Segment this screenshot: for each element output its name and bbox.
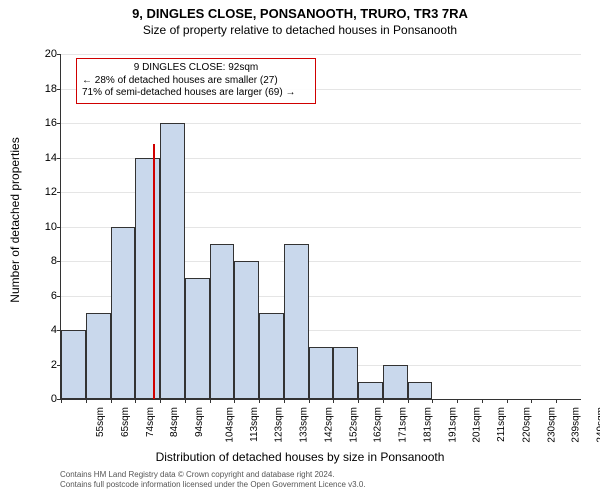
x-tick-mark: [135, 399, 136, 403]
x-tick-mark: [556, 399, 557, 403]
histogram-bar: [111, 227, 136, 400]
x-tick-mark: [432, 399, 433, 403]
y-tick-label: 14: [33, 152, 57, 164]
footer-attribution: Contains HM Land Registry data © Crown c…: [60, 470, 366, 489]
histogram-bar: [234, 261, 259, 399]
footer-line-2: Contains full postcode information licen…: [60, 480, 366, 490]
annotation-line-smaller: ← 28% of detached houses are smaller (27…: [82, 75, 310, 88]
x-tick-label: 211sqm: [496, 407, 507, 442]
x-tick-mark: [210, 399, 211, 403]
x-tick-label: 94sqm: [194, 407, 205, 437]
x-tick-label: 249sqm: [596, 407, 600, 443]
histogram-bar: [358, 382, 383, 399]
histogram-bar: [160, 123, 185, 399]
x-tick-mark: [259, 399, 260, 403]
x-tick-label: 123sqm: [274, 407, 285, 443]
chart-title-main: 9, DINGLES CLOSE, PONSANOOTH, TRURO, TR3…: [0, 0, 600, 21]
annotation-line-larger: 71% of semi-detached houses are larger (…: [82, 87, 310, 100]
y-tick-mark: [57, 227, 61, 228]
footer-line-1: Contains HM Land Registry data © Crown c…: [60, 470, 366, 480]
x-axis-label: Distribution of detached houses by size …: [0, 450, 600, 464]
histogram-bar: [333, 347, 358, 399]
x-tick-mark: [284, 399, 285, 403]
x-tick-mark: [383, 399, 384, 403]
y-tick-label: 0: [33, 393, 57, 405]
x-tick-label: 220sqm: [522, 407, 533, 443]
x-tick-mark: [482, 399, 483, 403]
x-tick-label: 239sqm: [571, 407, 582, 443]
x-tick-label: 181sqm: [422, 407, 433, 443]
chart-title-sub: Size of property relative to detached ho…: [0, 21, 600, 37]
x-tick-label: 152sqm: [348, 407, 359, 443]
x-tick-mark: [358, 399, 359, 403]
y-tick-label: 12: [33, 186, 57, 198]
chart-container: 9, DINGLES CLOSE, PONSANOOTH, TRURO, TR3…: [0, 0, 600, 500]
y-tick-mark: [57, 192, 61, 193]
annotation-box: 9 DINGLES CLOSE: 92sqm← 28% of detached …: [76, 58, 316, 104]
gridline: [61, 123, 581, 124]
y-tick-label: 8: [33, 255, 57, 267]
x-tick-mark: [234, 399, 235, 403]
x-tick-label: 74sqm: [145, 407, 156, 437]
y-tick-label: 16: [33, 117, 57, 129]
histogram-bar: [185, 278, 210, 399]
x-tick-mark: [333, 399, 334, 403]
histogram-bar: [408, 382, 433, 399]
histogram-bar: [210, 244, 235, 399]
y-tick-label: 6: [33, 290, 57, 302]
histogram-bar: [135, 158, 160, 400]
y-tick-mark: [57, 89, 61, 90]
y-tick-label: 2: [33, 359, 57, 371]
y-tick-mark: [57, 123, 61, 124]
x-tick-mark: [111, 399, 112, 403]
x-tick-label: 171sqm: [398, 407, 409, 443]
histogram-bar: [259, 313, 284, 399]
x-tick-mark: [507, 399, 508, 403]
histogram-bar: [86, 313, 111, 399]
y-tick-mark: [57, 296, 61, 297]
x-tick-label: 162sqm: [373, 407, 384, 443]
x-tick-label: 133sqm: [299, 407, 310, 443]
x-tick-label: 104sqm: [224, 407, 235, 443]
gridline: [61, 54, 581, 55]
plot-area: 0246810121416182055sqm65sqm74sqm84sqm94s…: [60, 54, 581, 400]
x-tick-mark: [309, 399, 310, 403]
y-tick-label: 4: [33, 324, 57, 336]
y-tick-mark: [57, 158, 61, 159]
x-tick-mark: [185, 399, 186, 403]
histogram-bar: [61, 330, 86, 399]
x-tick-label: 191sqm: [447, 407, 458, 443]
y-tick-mark: [57, 54, 61, 55]
histogram-bar: [383, 365, 408, 400]
x-tick-label: 65sqm: [120, 407, 131, 437]
x-tick-label: 84sqm: [169, 407, 180, 437]
histogram-bar: [284, 244, 309, 399]
x-tick-label: 142sqm: [323, 407, 334, 443]
y-tick-label: 10: [33, 221, 57, 233]
x-tick-label: 201sqm: [472, 407, 483, 443]
histogram-bar: [309, 347, 334, 399]
x-tick-mark: [408, 399, 409, 403]
y-tick-mark: [57, 261, 61, 262]
x-tick-mark: [531, 399, 532, 403]
x-tick-mark: [457, 399, 458, 403]
x-tick-mark: [86, 399, 87, 403]
y-axis-label: Number of detached properties: [8, 137, 22, 302]
x-tick-label: 113sqm: [248, 407, 259, 442]
x-tick-label: 55sqm: [95, 407, 106, 437]
y-tick-label: 20: [33, 48, 57, 60]
x-tick-label: 230sqm: [546, 407, 557, 443]
y-tick-label: 18: [33, 83, 57, 95]
annotation-header: 9 DINGLES CLOSE: 92sqm: [82, 62, 310, 75]
property-marker-line: [153, 144, 155, 399]
x-tick-mark: [61, 399, 62, 403]
x-tick-mark: [160, 399, 161, 403]
